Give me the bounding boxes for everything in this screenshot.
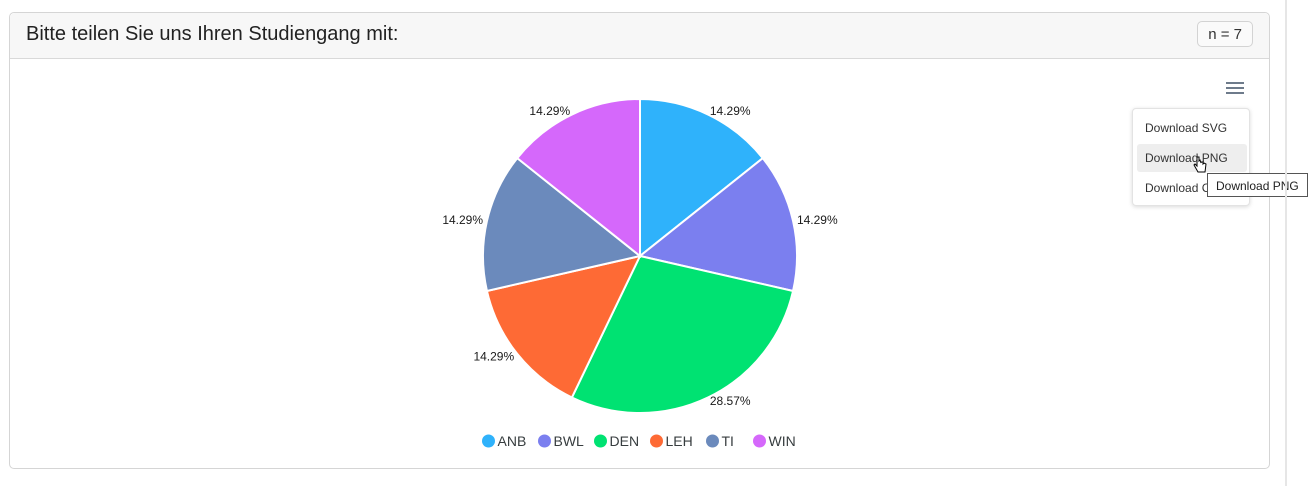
pie-slice-bwl[interactable]	[637, 156, 798, 293]
pie-slice-win[interactable]	[515, 97, 641, 259]
data-label-win: 14.29%	[529, 104, 570, 118]
chart-legend: ANB BWL DEN LEH TI WIN	[482, 433, 796, 449]
question-title: Bitte teilen Sie uns Ihren Studiengang m…	[26, 23, 399, 45]
legend-label-leh: LEH	[666, 433, 693, 449]
legend-marker-bwl	[538, 434, 551, 448]
data-label-leh: 14.29%	[473, 349, 514, 363]
legend-label-bwl: BWL	[554, 433, 585, 449]
hamburger-menu-icon[interactable]	[1226, 80, 1244, 96]
data-label-anb: 14.29%	[710, 104, 751, 118]
pie-slice-leh[interactable]	[485, 254, 642, 399]
data-label-bwl: 14.29%	[797, 213, 838, 227]
export-menu: Download SVG Download PNG Download CSV	[1132, 108, 1250, 206]
legend-item-anb[interactable]: ANB	[482, 433, 526, 449]
menu-item-download-svg[interactable]: Download SVG	[1145, 121, 1228, 135]
data-label-ti: 14.29%	[442, 213, 483, 227]
legend-marker-win	[753, 434, 766, 448]
hand-cursor-icon	[1193, 156, 1207, 173]
legend-item-leh[interactable]: LEH	[650, 433, 693, 449]
response-count-badge: n = 7	[1197, 21, 1253, 47]
legend-item-ti[interactable]: TI	[706, 433, 734, 449]
legend-label-win: WIN	[769, 433, 796, 449]
legend-label-den: DEN	[610, 433, 640, 449]
pie-slice-ti[interactable]	[482, 156, 643, 293]
legend-item-den[interactable]: DEN	[594, 433, 639, 449]
tooltip: Download PNG	[1207, 173, 1308, 197]
legend-label-ti: TI	[722, 433, 734, 449]
card-header: Bitte teilen Sie uns Ihren Studiengang m…	[10, 13, 1269, 59]
legend-marker-leh	[650, 434, 663, 448]
pie-slice-anb[interactable]	[639, 97, 765, 259]
legend-marker-ti	[706, 434, 719, 448]
legend-marker-anb	[482, 434, 495, 448]
scrollbar[interactable]	[1285, 0, 1287, 486]
data-label-den: 28.57%	[710, 394, 751, 408]
legend-item-win[interactable]: WIN	[753, 433, 796, 449]
legend-marker-den	[594, 434, 607, 448]
menu-item-download-png[interactable]: Download PNG	[1137, 144, 1247, 172]
pie-slice-den[interactable]	[570, 254, 795, 414]
legend-label-anb: ANB	[498, 433, 527, 449]
pie-slices	[482, 97, 798, 414]
legend-item-bwl[interactable]: BWL	[538, 433, 584, 449]
menu-item-download-csv[interactable]: Download CSV	[1145, 181, 1227, 195]
pie-data-labels: 14.29% 14.29% 28.57% 14.29% 14.29% 14.29%	[442, 104, 838, 408]
